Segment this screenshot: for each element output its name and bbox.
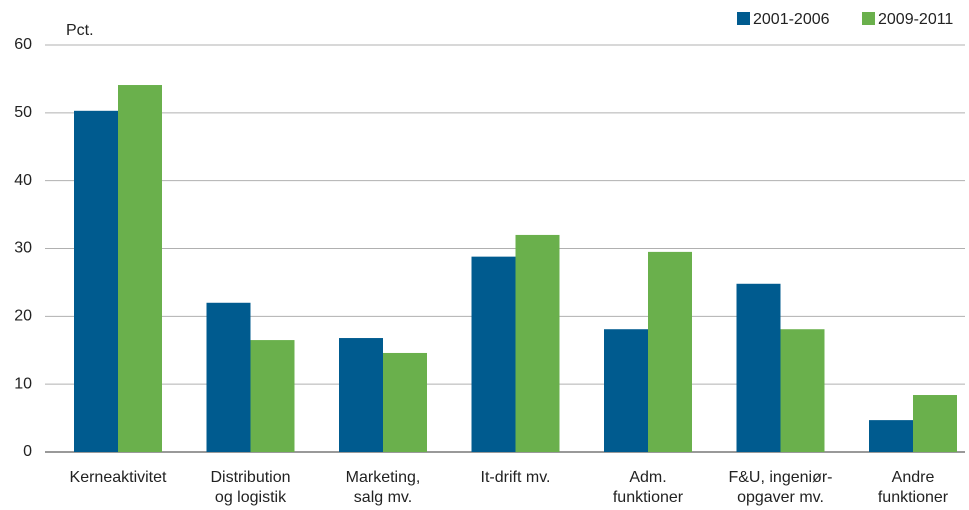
bar [869,420,913,452]
y-tick-label: 10 [14,375,32,392]
bar [648,251,692,452]
y-tick-label: 0 [23,443,32,460]
bar [515,234,560,452]
y-tick-label: 40 [14,172,32,189]
x-tick-label: og logistik [215,489,287,506]
bar [736,283,781,452]
y-tick-label: 30 [14,240,32,257]
x-tick-label: funktioner [878,489,949,506]
x-tick-label: F&U, ingeniør- [728,469,832,486]
y-tick-label: 20 [14,308,32,325]
x-tick-label: funktioner [613,489,684,506]
y-tick-label: 50 [14,104,32,121]
legend-swatch [862,12,875,25]
bar [250,340,295,452]
bar [206,302,251,452]
x-tick-label: salg mv. [354,489,412,506]
x-tick-label: opgaver mv. [737,489,824,506]
legend-label: 2001-2006 [753,11,830,28]
bar [780,329,825,452]
bar [74,110,118,452]
legend-swatch [737,12,750,25]
bar [383,352,427,452]
x-tick-label: It-drift mv. [481,469,551,486]
x-tick-label: Kerneaktivitet [70,469,167,486]
bar [913,395,957,452]
bar [118,85,162,452]
bar [471,256,516,452]
y-axis-label: Pct. [66,22,94,39]
legend-label: 2009-2011 [878,11,953,28]
bar [339,338,383,452]
x-tick-label: Andre [892,469,935,486]
bar [604,329,648,452]
x-tick-label: Marketing, [346,469,421,486]
x-tick-label: Distribution [210,469,290,486]
y-tick-label: 60 [14,36,32,53]
x-tick-label: Adm. [629,469,666,486]
